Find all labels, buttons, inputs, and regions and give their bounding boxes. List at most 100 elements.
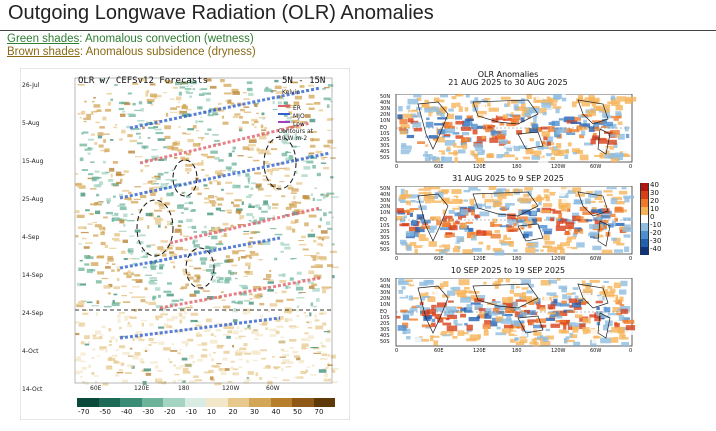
map-lat-label: 10S xyxy=(380,222,390,229)
legend-subsidence: Brown shades: Anomalous subsidence (dryn… xyxy=(7,46,256,58)
map-lon-label: 120W xyxy=(551,348,566,354)
map-lon-label: 180 xyxy=(512,348,522,354)
hovmoller-y-tick: 14-Sep xyxy=(22,272,44,279)
map-lat-label: 40S xyxy=(380,240,390,247)
maps-colorbar-swatch xyxy=(640,239,649,247)
hovmoller-colorbar-label: 50 xyxy=(293,408,302,416)
maps-colorbar-swatch xyxy=(640,223,649,231)
map-lat-label: 50S xyxy=(380,247,390,253)
map-lon-label: 0 xyxy=(629,348,633,354)
maps-colorbar-label: -10 xyxy=(650,221,662,229)
map-lat-label: 50S xyxy=(380,155,390,161)
map-lat-label: 20S xyxy=(380,136,390,143)
hovmoller-y-tick: 4-Sep xyxy=(22,234,40,241)
hovmoller-y-tick: 14-Oct xyxy=(22,386,43,393)
map-period-title: 10 SEP 2025 to 19 SEP 2025 xyxy=(450,266,566,275)
hovmoller-y-tick: 25-Aug xyxy=(22,196,44,203)
hovmoller-colorbar-label: 40 xyxy=(271,408,281,416)
olr-anomaly-maps: OLR Anomalies 21 AUG 2025 to 30 AUG 2025… xyxy=(378,68,638,420)
map-lat-label: 30S xyxy=(380,142,390,149)
map-lon-label: 0 xyxy=(395,256,399,262)
map-lon-label: 120E xyxy=(473,164,486,170)
map-lat-label: 10N xyxy=(380,118,391,125)
wave-key-label: ER xyxy=(293,105,301,112)
hovmoller-y-tick: 24-Sep xyxy=(22,310,44,317)
map-lon-label: 0 xyxy=(629,256,633,262)
coastline xyxy=(517,131,544,150)
hovmoller-contours xyxy=(119,86,331,340)
map-lat-label: 40N xyxy=(380,100,391,107)
map-period-title: 21 AUG 2025 to 30 AUG 2025 xyxy=(448,78,568,87)
map-lon-label: 120W xyxy=(551,256,566,262)
map-lat-label: EQ xyxy=(380,216,388,223)
map-lat-label: 20S xyxy=(380,228,390,235)
map-lat-label: 20N xyxy=(380,204,391,211)
legend-brown-key[interactable]: Brown shades xyxy=(7,46,80,58)
hovmoller-colorbar-swatch xyxy=(77,398,99,407)
map-lat-label: EQ xyxy=(380,308,388,315)
map-lon-label: 60W xyxy=(590,256,602,262)
coastline xyxy=(472,283,539,309)
hovmoller-y-tick: 15-Aug xyxy=(22,158,44,165)
hovmoller-colorbar-swatch xyxy=(163,398,185,407)
coastline xyxy=(517,315,544,334)
map-lon-label: 120E xyxy=(473,348,486,354)
hovmoller-colorbar-label: -50 xyxy=(99,408,111,416)
hovmoller-title: OLR w/ CEFSv12 Forecasts xyxy=(78,76,209,86)
title-divider xyxy=(0,30,716,31)
legend-brown-text: : Anomalous subsidence (dryness) xyxy=(79,46,256,58)
map-lon-label: 120W xyxy=(551,164,566,170)
map-lat-label: 30N xyxy=(380,290,391,297)
coastline xyxy=(577,283,609,309)
maps-colorbar-swatch xyxy=(640,215,649,223)
legend-convection: Green shades: Anomalous convection (wetn… xyxy=(7,33,254,45)
hovmoller-colorbar-swatch xyxy=(206,398,228,407)
map-lat-label: 30S xyxy=(380,234,390,241)
hovmoller-colorbar-swatch xyxy=(313,398,335,407)
coastline xyxy=(417,193,449,242)
map-lat-label: 30S xyxy=(380,326,390,333)
hovmoller-colorbar-swatch xyxy=(141,398,163,407)
hovmoller-y-tick: 5-Aug xyxy=(22,120,40,127)
map-lon-label: 60W xyxy=(590,348,602,354)
hovmoller-x-tick: 60W xyxy=(266,385,280,392)
contour-note: Contours at xyxy=(278,128,314,135)
page-title: Outgoing Longwave Radiation (OLR) Anomal… xyxy=(8,2,434,24)
hovmoller-svg xyxy=(20,68,350,420)
maps-colorbar-label: 0 xyxy=(650,213,655,221)
hovmoller-colorbar-swatch xyxy=(227,398,249,407)
hovmoller-colorbar-label: 10 xyxy=(207,408,216,416)
hovmoller-panel: OLR w/ CEFSv12 Forecasts 5N - 15N Kelvin… xyxy=(20,68,350,420)
coastline xyxy=(472,99,539,125)
map-lat-label: 10N xyxy=(380,302,391,309)
hovmoller-x-tick: 120W xyxy=(222,385,240,392)
legend-green-key[interactable]: Green shades xyxy=(7,33,80,45)
wave-key-item: ER xyxy=(278,97,301,115)
map-lon-label: 60E xyxy=(434,256,444,262)
map-lat-label: 50N xyxy=(380,278,391,284)
maps-colorbar-swatch xyxy=(640,247,649,255)
map-lat-label: 20S xyxy=(380,320,390,327)
hovmoller-colorbar-swatch xyxy=(120,398,142,407)
olr-map xyxy=(395,278,636,347)
wave-key-item: Low xyxy=(278,113,305,131)
map-lon-label: 120E xyxy=(473,256,486,262)
coastline xyxy=(517,223,544,242)
map-lat-label: 20N xyxy=(380,296,391,303)
olr-map xyxy=(395,94,637,164)
wave-key-swatch xyxy=(278,120,290,123)
map-lon-label: 60W xyxy=(590,164,602,170)
hovmoller-colorbar-label: -10 xyxy=(185,408,197,416)
map-lat-label: 40S xyxy=(380,148,390,155)
hovmoller-colorbar-label: 20 xyxy=(228,408,238,416)
map-period-title: 31 AUG 2025 to 9 SEP 2025 xyxy=(452,174,564,183)
maps-colorbar-swatch xyxy=(640,191,649,199)
hovmoller-colorbar-swatch xyxy=(98,398,120,407)
map-lat-label: 10S xyxy=(380,314,390,321)
wave-key-swatch xyxy=(278,112,290,115)
map-lat-label: 50N xyxy=(380,94,391,100)
hovmoller-colorbar-swatch xyxy=(270,398,292,407)
maps-colorbar-swatch xyxy=(640,231,649,239)
wave-key-swatch xyxy=(278,104,290,107)
hovmoller-colorbar-label: -70 xyxy=(78,408,90,416)
